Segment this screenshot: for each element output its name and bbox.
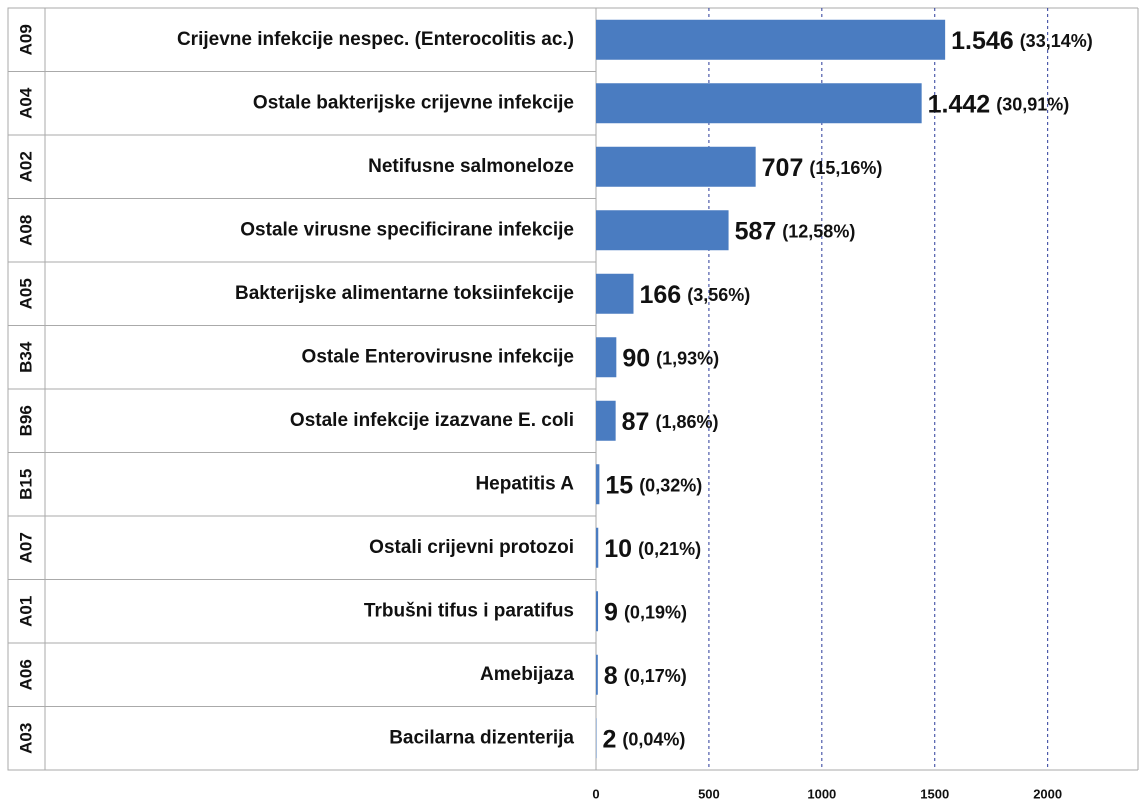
data-label: 587 (12,58%)	[735, 217, 856, 245]
category-label: Ostale Enterovirusne infekcije	[302, 346, 574, 367]
bar	[596, 337, 617, 378]
bar	[596, 19, 946, 60]
row-code: A04	[16, 87, 35, 119]
bar	[596, 464, 600, 505]
data-label: 707 (15,16%)	[762, 153, 883, 181]
data-label: 9 (0,19%)	[604, 598, 687, 626]
x-tick-label: 0	[592, 786, 599, 800]
value-label: 10	[604, 534, 632, 562]
category-label: Ostale bakterijske crijevne infekcije	[253, 92, 574, 113]
row-code: A03	[16, 723, 35, 754]
row-code: B34	[16, 341, 35, 373]
data-label: 10 (0,21%)	[604, 534, 701, 562]
data-label: 1.442 (30,91%)	[928, 90, 1070, 118]
value-label: 1.546	[951, 26, 1014, 54]
row-code: A05	[16, 278, 35, 309]
data-label: 8 (0,17%)	[604, 661, 687, 689]
data-label: 87 (1,86%)	[622, 407, 719, 435]
category-label: Ostali crijevni protozoi	[369, 537, 574, 558]
value-label: 166	[639, 280, 681, 308]
category-label: Bacilarna dizenterija	[389, 727, 574, 748]
bar	[596, 210, 729, 251]
data-label: 90 (1,93%)	[622, 344, 719, 372]
category-label: Bakterijske alimentarne toksiinfekcije	[235, 283, 574, 304]
category-label: Crijevne infekcije nespec. (Enterocoliti…	[177, 29, 574, 50]
category-label: Amebijaza	[480, 664, 574, 685]
share-label: (0,04%)	[622, 729, 685, 749]
value-label: 15	[605, 471, 633, 499]
value-label: 707	[762, 153, 804, 181]
x-tick-label: 1000	[807, 786, 836, 800]
bar	[596, 400, 616, 441]
share-label: (1,86%)	[655, 412, 718, 432]
share-label: (3,56%)	[687, 285, 750, 305]
category-label: Trbušni tifus i paratifus	[364, 600, 574, 621]
category-label: Netifusne salmoneloze	[368, 156, 574, 177]
row-code: A02	[16, 151, 35, 182]
value-label: 87	[622, 407, 650, 435]
data-label: 2 (0,04%)	[602, 725, 685, 753]
x-tick-label: 2000	[1033, 786, 1062, 800]
bar	[596, 83, 922, 124]
row-code: A07	[16, 532, 35, 563]
share-label: (12,58%)	[782, 221, 855, 241]
bar	[596, 591, 599, 632]
row-code: A09	[16, 24, 35, 55]
row-code: A01	[16, 596, 35, 627]
share-label: (0,19%)	[624, 602, 687, 622]
share-label: (0,21%)	[638, 539, 701, 559]
data-label: 15 (0,32%)	[605, 471, 702, 499]
bar	[596, 273, 634, 314]
share-label: (1,93%)	[656, 348, 719, 368]
bar	[596, 654, 598, 695]
share-label: (0,32%)	[639, 475, 702, 495]
category-label: Hepatitis A	[475, 473, 574, 494]
category-label: Ostale virusne specificirane infekcije	[240, 219, 574, 240]
row-code: A08	[16, 215, 35, 246]
share-label: (30,91%)	[996, 94, 1069, 114]
bar	[596, 146, 756, 187]
data-label: 166 (3,56%)	[639, 280, 750, 308]
share-label: (0,17%)	[624, 666, 687, 686]
share-label: (33,14%)	[1020, 31, 1093, 51]
data-label: 1.546 (33,14%)	[951, 26, 1093, 54]
category-label: Ostale infekcije izazvane E. coli	[290, 410, 574, 431]
bar	[596, 527, 599, 568]
value-label: 587	[735, 217, 777, 245]
row-code: A06	[16, 659, 35, 690]
value-label: 1.442	[928, 90, 991, 118]
value-label: 8	[604, 661, 618, 689]
x-tick-label: 500	[698, 786, 720, 800]
row-code: B15	[16, 469, 35, 500]
x-tick-label: 1500	[920, 786, 949, 800]
value-label: 2	[602, 725, 616, 753]
value-label: 90	[622, 344, 650, 372]
row-code: B96	[16, 405, 35, 436]
share-label: (15,16%)	[809, 158, 882, 178]
value-label: 9	[604, 598, 618, 626]
